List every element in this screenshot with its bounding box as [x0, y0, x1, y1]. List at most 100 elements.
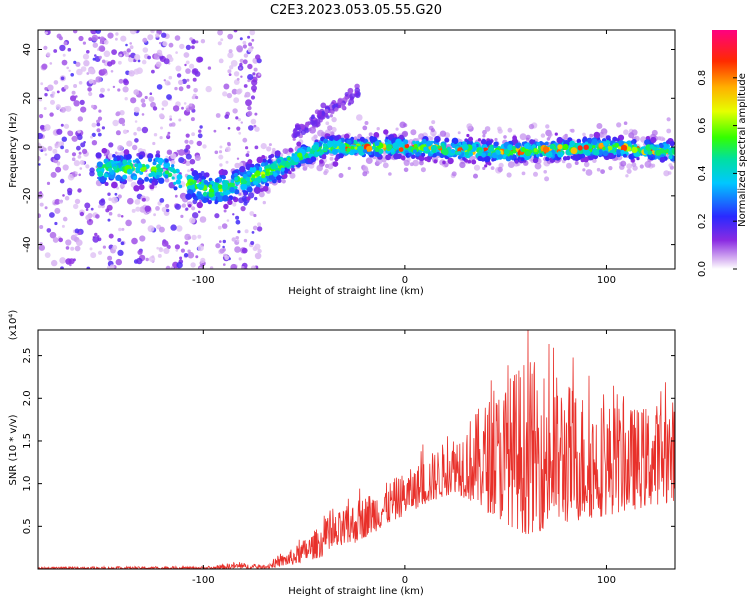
noise-cell	[232, 202, 237, 207]
noise-cell	[150, 30, 155, 34]
streak-cell	[324, 108, 329, 114]
trace-cell	[371, 136, 377, 143]
trace-cell	[157, 157, 164, 164]
noise-cell	[44, 93, 48, 97]
noise-cell	[99, 93, 104, 98]
noise-cell	[140, 98, 146, 103]
noise-cell	[109, 264, 115, 269]
trace-cell	[408, 153, 412, 157]
halo-cell	[596, 123, 603, 129]
trace-cell	[607, 152, 615, 160]
colorbar-tick-label: 0.8	[697, 70, 708, 86]
trace-cell	[262, 158, 267, 163]
trace-cell	[533, 148, 538, 153]
noise-cell	[214, 213, 220, 219]
noise-cell	[74, 245, 81, 252]
trace-cell	[333, 143, 338, 149]
noise-cell	[200, 257, 206, 263]
noise-cell	[252, 72, 256, 76]
noise-cell	[91, 104, 95, 109]
noise-cell	[239, 58, 244, 64]
noise-cell	[110, 59, 116, 65]
noise-cell	[41, 63, 48, 70]
noise-cell	[53, 49, 58, 53]
trace-cell	[175, 179, 182, 185]
noise-cell	[75, 171, 78, 175]
halo-cell	[439, 130, 447, 137]
halo-cell	[528, 123, 535, 130]
halo-cell	[651, 129, 658, 136]
trace-cell	[385, 154, 391, 161]
noise-cell	[68, 258, 75, 265]
noise-cell	[252, 246, 258, 252]
noise-cell	[178, 118, 182, 122]
trace-cell	[436, 151, 441, 156]
noise-cell	[40, 82, 44, 86]
trace-cell	[413, 143, 418, 148]
noise-cell	[56, 128, 63, 135]
halo-cell	[403, 167, 409, 173]
noise-cell	[249, 211, 255, 216]
halo-cell	[566, 162, 572, 169]
halo-cell	[651, 163, 656, 168]
noise-cell	[238, 192, 242, 196]
noise-cell	[256, 226, 263, 232]
noise-cell	[257, 248, 262, 254]
halo-cell	[403, 159, 410, 166]
trace-cell	[386, 144, 393, 151]
trace-cell	[127, 159, 132, 164]
noise-cell	[108, 211, 113, 216]
noise-cell	[158, 113, 165, 119]
noise-cell	[59, 257, 66, 264]
noise-cell	[96, 122, 101, 127]
halo-cell	[331, 116, 337, 123]
noise-cell	[38, 132, 43, 140]
noise-cell	[207, 66, 212, 70]
halo-cell	[416, 137, 420, 141]
noise-cell	[254, 252, 262, 260]
trace-cell	[156, 174, 160, 179]
trace-cell	[383, 129, 389, 135]
streak-cell	[293, 133, 298, 139]
noise-cell	[191, 45, 195, 50]
halo-cell	[268, 143, 272, 147]
noise-cell	[59, 178, 65, 184]
trace-cell	[196, 201, 203, 209]
streak-cell	[295, 124, 299, 129]
noise-cell	[130, 97, 137, 104]
noise-cell	[95, 214, 100, 219]
noise-cell	[225, 160, 229, 164]
noise-cell	[240, 121, 243, 124]
noise-cell	[126, 140, 133, 147]
noise-cell	[247, 74, 254, 81]
noise-cell	[54, 207, 61, 214]
noise-cell	[62, 164, 69, 171]
noise-cell	[248, 42, 253, 47]
trace-cell	[296, 141, 302, 147]
noise-cell	[92, 42, 99, 48]
trace-cell	[171, 176, 175, 180]
noise-cell	[236, 239, 240, 243]
trace-cell	[549, 144, 555, 150]
trace-cell	[422, 138, 427, 144]
trace-cell	[569, 140, 575, 147]
halo-cell	[596, 167, 601, 172]
halo-cell	[521, 171, 526, 176]
trace-cell	[554, 132, 558, 136]
trace-cell	[256, 156, 264, 164]
noise-cell	[38, 244, 46, 251]
noise-cell	[166, 244, 171, 250]
trace-cell	[481, 152, 486, 158]
noise-cell	[202, 144, 207, 149]
halo-cell	[666, 128, 672, 134]
noise-cell	[92, 236, 99, 243]
noise-cell	[134, 138, 139, 143]
noise-cell	[189, 217, 196, 224]
noise-cell	[196, 140, 202, 147]
colorbar-label: Normalized spectral amplitude	[737, 73, 748, 227]
trace-cell	[488, 162, 492, 166]
noise-cell	[98, 199, 106, 206]
trace-cell	[423, 146, 428, 152]
trace-cell	[323, 138, 329, 144]
